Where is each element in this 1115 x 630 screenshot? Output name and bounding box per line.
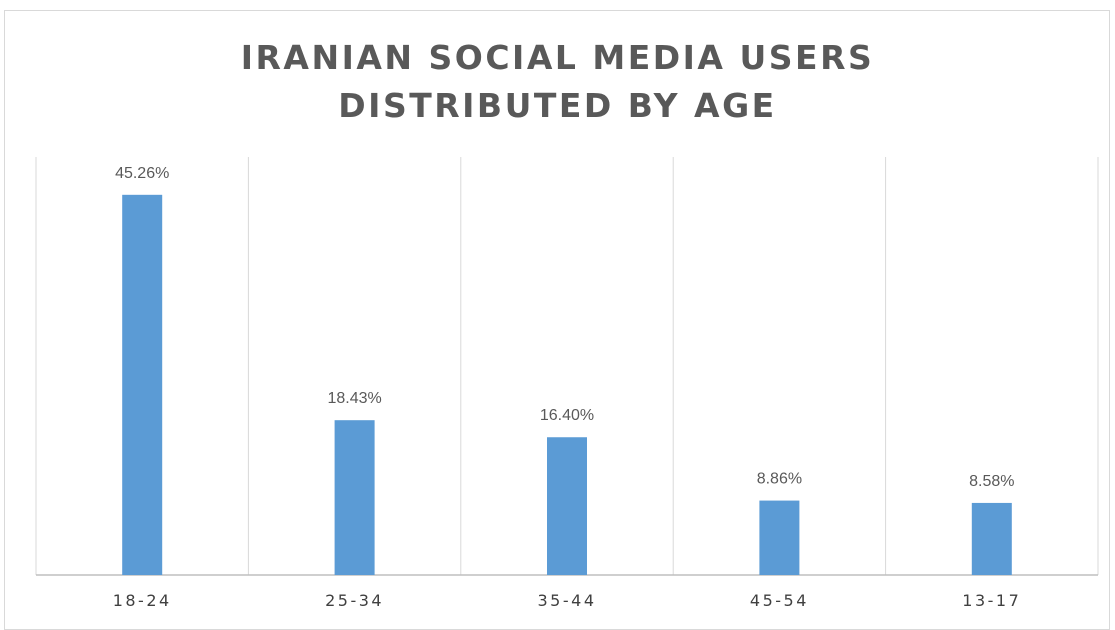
- data-label-18-24: 45.26%: [115, 165, 169, 182]
- x-tick-label-18-24: 18-24: [113, 591, 172, 610]
- bar-45-54: [759, 500, 800, 575]
- chart-title: IRANIAN SOCIAL MEDIA USERS DISTRIBUTED B…: [0, 34, 1115, 130]
- bar-25-34: [334, 420, 375, 575]
- bar-18-24: [122, 194, 163, 576]
- x-tick-label-13-17: 13-17: [962, 591, 1021, 610]
- bar-chart-plot: 45.26% 18-24 18.43% 25-34 16.40% 35-44 8.86% 45…: [35, 157, 1099, 610]
- x-tick-label-45-54: 45-54: [750, 591, 809, 610]
- chart-title-line-1: IRANIAN SOCIAL MEDIA USERS: [240, 38, 875, 77]
- bar-13-17: [971, 502, 1012, 575]
- x-tick-label-25-34: 25-34: [325, 591, 384, 610]
- bar-35-44: [547, 437, 587, 575]
- x-tick-label-35-44: 35-44: [538, 591, 597, 610]
- data-label-25-34: 18.43%: [327, 390, 381, 407]
- data-label-13-17: 8.58%: [969, 473, 1014, 490]
- data-label-45-54: 8.86%: [757, 471, 802, 488]
- data-label-35-44: 16.40%: [540, 407, 594, 424]
- chart-title-line-2: DISTRIBUTED BY AGE: [338, 86, 777, 125]
